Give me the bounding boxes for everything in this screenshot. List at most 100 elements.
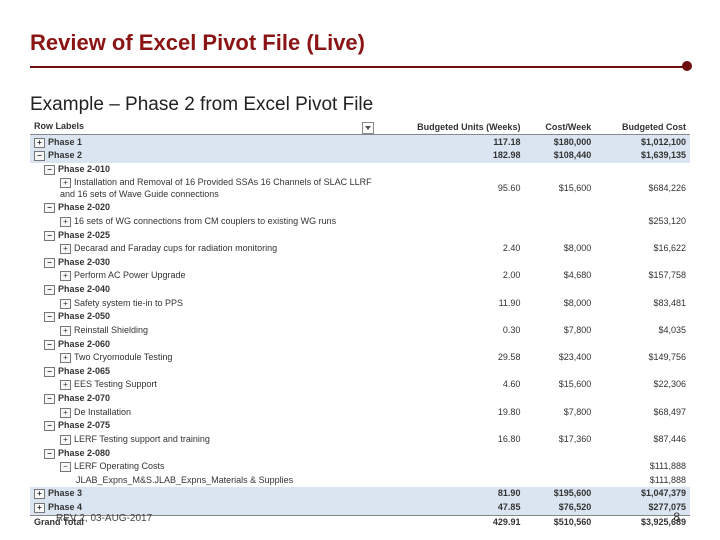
expand-icon[interactable]: +: [60, 380, 71, 390]
row-label[interactable]: −Phase 2-060: [30, 337, 378, 351]
row-label[interactable]: +Installation and Removal of 16 Provided…: [30, 176, 378, 201]
collapse-icon[interactable]: −: [44, 367, 55, 377]
pivot-table: Row Labels Budgeted Units (Weeks) Cost/W…: [30, 120, 690, 529]
cell-cost_week: [524, 392, 595, 406]
cell-cost_week: $8,000: [524, 297, 595, 311]
cell-budgeted_cost: $157,758: [595, 269, 690, 283]
table-row: +Phase 1117.18$180,000$1,012,100: [30, 135, 690, 149]
row-label-text: Phase 1: [48, 137, 82, 147]
expand-icon[interactable]: +: [60, 178, 71, 188]
cell-units: [378, 310, 524, 324]
collapse-icon[interactable]: −: [44, 394, 55, 404]
row-label[interactable]: −Phase 2-070: [30, 392, 378, 406]
cell-units: [378, 446, 524, 460]
row-label[interactable]: +De Installation: [30, 406, 378, 420]
row-label[interactable]: −LERF Operating Costs: [30, 460, 378, 474]
row-label-text: Installation and Removal of 16 Provided …: [60, 177, 372, 198]
collapse-icon[interactable]: −: [44, 258, 55, 268]
row-label-text: Two Cryomodule Testing: [74, 352, 172, 362]
row-label-text: Decarad and Faraday cups for radiation m…: [74, 243, 277, 253]
row-label-text: Phase 2: [48, 150, 82, 160]
row-label[interactable]: −Phase 2-040: [30, 283, 378, 297]
expand-icon[interactable]: +: [60, 435, 71, 445]
collapse-icon[interactable]: −: [44, 421, 55, 431]
cell-units: 29.58: [378, 351, 524, 365]
row-label[interactable]: +Reinstall Shielding: [30, 324, 378, 338]
expand-icon[interactable]: +: [60, 299, 71, 309]
table-row: −Phase 2-065: [30, 365, 690, 379]
row-label[interactable]: −Phase 2-020: [30, 201, 378, 215]
cell-cost_week: $510,560: [524, 515, 595, 529]
collapse-icon[interactable]: −: [44, 449, 55, 459]
expand-icon[interactable]: +: [60, 271, 71, 281]
cell-units: [378, 228, 524, 242]
collapse-icon[interactable]: −: [44, 312, 55, 322]
col-row-labels-text: Row Labels: [34, 121, 84, 131]
row-label[interactable]: +Safety system tie-in to PPS: [30, 297, 378, 311]
row-label-text: De Installation: [74, 407, 131, 417]
cell-cost_week: $17,360: [524, 433, 595, 447]
expand-icon[interactable]: +: [60, 217, 71, 227]
pivot-header-row: Row Labels Budgeted Units (Weeks) Cost/W…: [30, 120, 690, 135]
table-row: +Safety system tie-in to PPS11.90$8,000$…: [30, 297, 690, 311]
collapse-icon[interactable]: −: [44, 165, 55, 175]
cell-units: [378, 201, 524, 215]
collapse-icon[interactable]: −: [44, 285, 55, 295]
row-label[interactable]: +Decarad and Faraday cups for radiation …: [30, 242, 378, 256]
row-label[interactable]: +Phase 1: [30, 135, 378, 149]
expand-icon[interactable]: +: [60, 326, 71, 336]
row-label[interactable]: −Phase 2: [30, 149, 378, 163]
row-label[interactable]: −Phase 2-025: [30, 228, 378, 242]
row-label[interactable]: +Phase 3: [30, 487, 378, 501]
collapse-icon[interactable]: −: [44, 203, 55, 213]
row-label[interactable]: −Phase 2-065: [30, 365, 378, 379]
row-label-text: Phase 2-010: [58, 164, 110, 174]
cell-budgeted_cost: $111,888: [595, 474, 690, 488]
collapse-icon[interactable]: −: [44, 231, 55, 241]
expand-icon[interactable]: +: [60, 244, 71, 254]
col-units: Budgeted Units (Weeks): [378, 120, 524, 135]
filter-dropdown-icon[interactable]: [362, 122, 374, 134]
row-label-text: Phase 2-060: [58, 339, 110, 349]
row-label[interactable]: −Phase 2-010: [30, 163, 378, 177]
footer-revision: REV 2, 03-AUG-2017: [56, 513, 152, 524]
collapse-icon[interactable]: −: [34, 151, 45, 161]
cell-cost_week: $7,800: [524, 406, 595, 420]
row-label[interactable]: −Phase 2-080: [30, 446, 378, 460]
row-label[interactable]: −Phase 2-030: [30, 256, 378, 270]
cell-budgeted_cost: $68,497: [595, 406, 690, 420]
cell-budgeted_cost: $22,306: [595, 378, 690, 392]
col-row-labels[interactable]: Row Labels: [30, 120, 378, 135]
row-label[interactable]: +16 sets of WG connections from CM coupl…: [30, 215, 378, 229]
row-label[interactable]: −Phase 2-050: [30, 310, 378, 324]
row-label[interactable]: +EES Testing Support: [30, 378, 378, 392]
collapse-icon[interactable]: −: [60, 462, 71, 472]
row-label[interactable]: −Phase 2-075: [30, 419, 378, 433]
cell-budgeted_cost: [595, 163, 690, 177]
table-row: +Reinstall Shielding0.30$7,800$4,035: [30, 324, 690, 338]
cell-units: 16.80: [378, 433, 524, 447]
slide: Review of Excel Pivot File (Live) Exampl…: [0, 0, 720, 540]
table-row: +Perform AC Power Upgrade2.00$4,680$157,…: [30, 269, 690, 283]
collapse-icon[interactable]: −: [44, 340, 55, 350]
cell-cost_week: $7,800: [524, 324, 595, 338]
cell-budgeted_cost: [595, 201, 690, 215]
row-label[interactable]: +Perform AC Power Upgrade: [30, 269, 378, 283]
cell-units: 81.90: [378, 487, 524, 501]
row-label[interactable]: +Two Cryomodule Testing: [30, 351, 378, 365]
expand-icon[interactable]: +: [60, 408, 71, 418]
expand-icon[interactable]: +: [34, 503, 45, 513]
expand-icon[interactable]: +: [34, 138, 45, 148]
col-budgeted-cost: Budgeted Cost: [595, 120, 690, 135]
expand-icon[interactable]: +: [60, 353, 71, 363]
cell-budgeted_cost: $1,047,379: [595, 487, 690, 501]
table-row: −Phase 2-040: [30, 283, 690, 297]
row-label-text: EES Testing Support: [74, 379, 157, 389]
expand-icon[interactable]: +: [34, 489, 45, 499]
cell-units: [378, 215, 524, 229]
table-row: −Phase 2-020: [30, 201, 690, 215]
row-label-text: Phase 2-080: [58, 448, 110, 458]
footer-page-number: 8: [673, 510, 680, 524]
row-label[interactable]: +LERF Testing support and training: [30, 433, 378, 447]
cell-cost_week: $23,400: [524, 351, 595, 365]
